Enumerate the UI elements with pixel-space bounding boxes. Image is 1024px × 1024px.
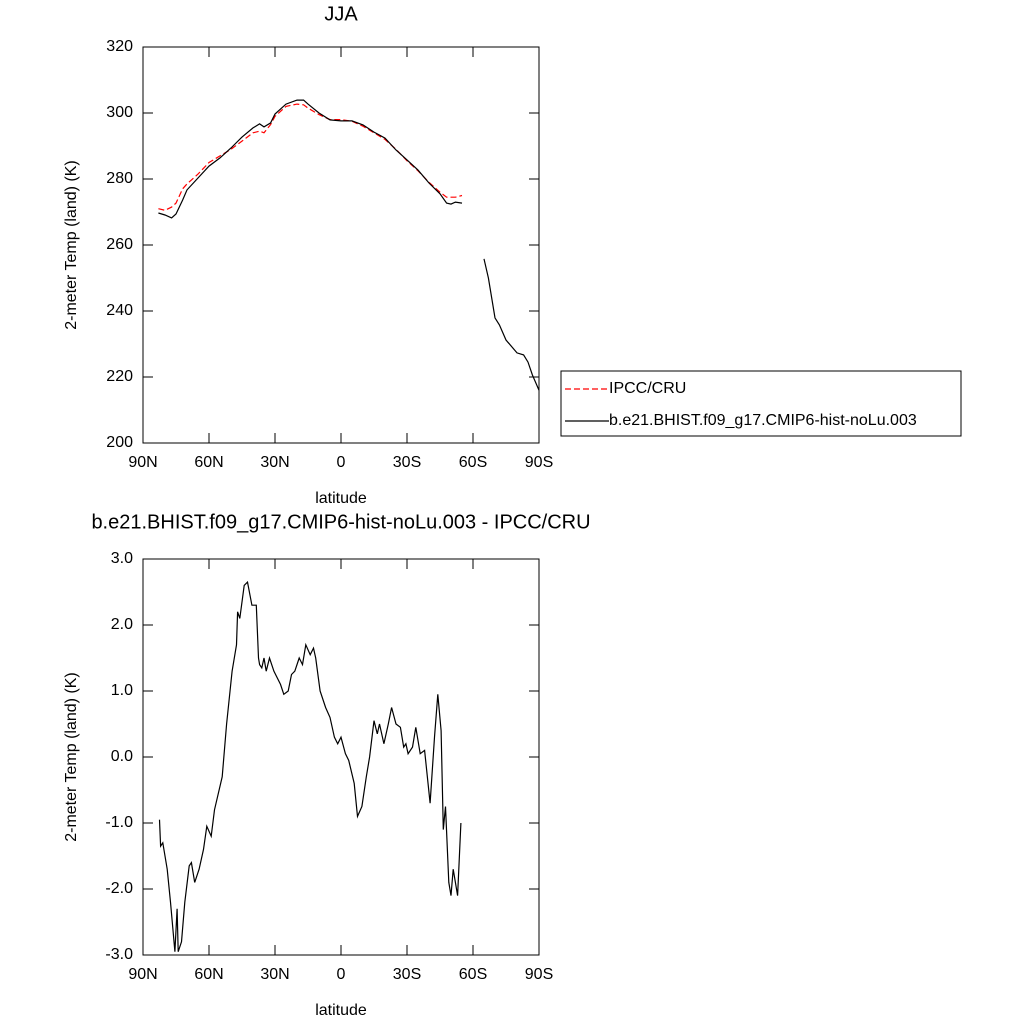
plot-frame bbox=[142, 46, 540, 444]
x-tick-label: 30N bbox=[260, 454, 289, 471]
x-tick-label: 0 bbox=[337, 454, 346, 471]
y-tick-label: 1.0 bbox=[111, 682, 133, 699]
data-line bbox=[158, 580, 462, 952]
plot-frame bbox=[142, 558, 540, 956]
y-tick-label: 0.0 bbox=[111, 748, 133, 765]
x-axis-label: latitude bbox=[315, 490, 367, 507]
y-tick-label: 320 bbox=[106, 38, 133, 55]
x-tick-label: 30N bbox=[260, 966, 289, 983]
legend-label: IPCC/CRU bbox=[609, 380, 686, 397]
y-tick-label: 2.0 bbox=[111, 616, 133, 633]
y-tick-label: -1.0 bbox=[105, 814, 133, 831]
x-tick-label: 90S bbox=[525, 966, 553, 983]
y-axis-label: 2-meter Temp (land) (K) bbox=[63, 672, 80, 842]
x-tick-label: 90N bbox=[128, 454, 157, 471]
x-tick-label: 60N bbox=[194, 454, 223, 471]
x-tick-label: 60N bbox=[194, 966, 223, 983]
legend-box bbox=[560, 370, 962, 437]
data-line bbox=[158, 103, 463, 211]
y-tick-label: -2.0 bbox=[105, 880, 133, 897]
y-tick-label: -3.0 bbox=[105, 946, 133, 963]
x-tick-label: 90S bbox=[525, 454, 553, 471]
x-tick-label: 30S bbox=[393, 966, 421, 983]
x-tick-label: 90N bbox=[128, 966, 157, 983]
x-tick-label: 60S bbox=[459, 454, 487, 471]
x-tick-label: 60S bbox=[459, 966, 487, 983]
y-tick-label: 280 bbox=[106, 170, 133, 187]
chart-title: JJA bbox=[324, 3, 358, 25]
legend-label: b.e21.BHIST.f09_g17.CMIP6-hist-noLu.003 bbox=[609, 412, 917, 429]
x-tick-label: 0 bbox=[337, 966, 346, 983]
x-tick-label: 30S bbox=[393, 454, 421, 471]
y-tick-label: 200 bbox=[106, 434, 133, 451]
data-line bbox=[158, 99, 540, 391]
chart-title: b.e21.BHIST.f09_g17.CMIP6-hist-noLu.003 … bbox=[91, 511, 590, 533]
x-axis-label: latitude bbox=[315, 1002, 367, 1019]
y-tick-label: 3.0 bbox=[111, 550, 133, 567]
y-tick-label: 260 bbox=[106, 236, 133, 253]
y-axis-label: 2-meter Temp (land) (K) bbox=[63, 160, 80, 330]
y-tick-label: 300 bbox=[106, 104, 133, 121]
y-tick-label: 220 bbox=[106, 368, 133, 385]
y-tick-label: 240 bbox=[106, 302, 133, 319]
